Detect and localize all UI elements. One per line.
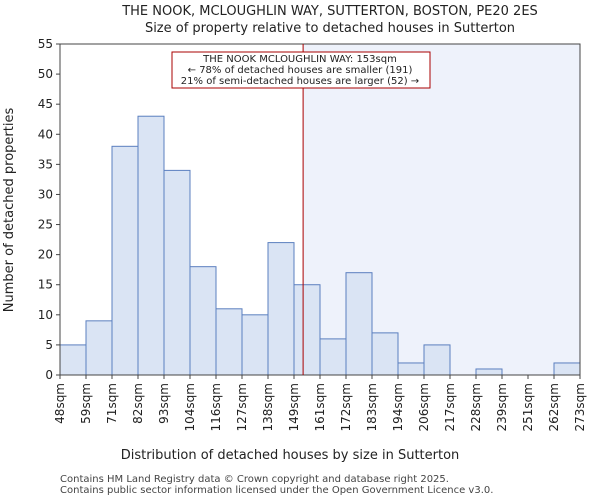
x-tick-label: 183sqm [365,383,379,431]
chart-title: THE NOOK, MCLOUGHLIN WAY, SUTTERTON, BOS… [121,4,538,19]
x-tick-label: 48sqm [53,383,67,424]
x-tick-label: 116sqm [209,383,223,431]
x-tick-label: 59sqm [79,383,93,424]
y-tick-label: 0 [45,368,53,382]
x-tick-label: 228sqm [469,383,483,431]
x-tick-label: 172sqm [339,383,353,431]
y-tick-label: 40 [38,127,53,141]
x-tick-label: 138sqm [261,383,275,431]
x-tick-label: 273sqm [573,383,587,431]
bar-183sqm [371,332,399,376]
y-tick-label: 20 [38,248,53,262]
y-tick-label: 35 [38,157,53,171]
y-tick-label: 45 [38,97,53,111]
bar-82sqm [137,115,165,376]
x-tick-label: 194sqm [391,383,405,431]
x-tick-label: 82sqm [131,383,145,424]
bar-138sqm [267,242,295,376]
bar-262sqm [553,362,581,376]
x-tick-label: 217sqm [443,383,457,431]
x-tick-label: 104sqm [183,383,197,431]
bars-group [59,115,581,376]
x-tick-label: 93sqm [157,383,171,424]
x-tick-label: 149sqm [287,383,301,431]
annotation-line-2: ← 78% of detached houses are smaller (19… [188,65,413,76]
x-tick-label: 262sqm [547,383,561,431]
footer-credit-1: Contains HM Land Registry data © Crown c… [60,474,449,485]
y-axis-ticks: 0 5 10 15 20 25 30 35 40 45 50 55 [38,37,60,382]
y-tick-label: 5 [45,338,53,352]
annotation-line-3: 21% of semi-detached houses are larger (… [181,76,419,87]
annotation-frame [171,51,431,89]
bar-172sqm [345,272,373,376]
x-tick-label: 251sqm [521,383,535,431]
x-tick-label: 239sqm [495,383,509,431]
bar-116sqm [215,308,243,376]
footer-credit-2: Contains public sector information licen… [60,485,494,496]
bar-194sqm [397,362,425,376]
y-tick-label: 15 [38,278,53,292]
bar-59sqm [85,320,113,376]
bar-104sqm [189,266,217,376]
annotation-box: THE NOOK MCLOUGHLIN WAY: 153sqm ← 78% of… [171,51,431,89]
x-axis-ticks: 48sqm 59sqm 71sqm 82sqm 93sqm 104sqm 116sqm 127… [53,375,587,431]
x-tick-label: 127sqm [235,383,249,431]
y-tick-label: 30 [38,187,53,201]
bar-149sqm [293,284,321,376]
x-tick-label: 71sqm [105,383,119,424]
bar-161sqm [319,338,347,376]
bar-206sqm [423,344,451,376]
chart-subtitle: Size of property relative to detached ho… [145,21,515,36]
x-axis-label: Distribution of detached houses by size … [121,448,460,463]
histogram-chart: THE NOOK, MCLOUGHLIN WAY, SUTTERTON, BOS… [2,4,587,463]
bar-127sqm [241,314,269,376]
y-tick-label: 50 [38,67,53,81]
y-tick-label: 10 [38,308,53,322]
above-subject-region [303,44,580,375]
x-tick-label: 161sqm [313,383,327,431]
y-axis-label: Number of detached properties [2,108,17,313]
bar-48sqm [59,344,87,376]
y-tick-label: 25 [38,218,53,232]
y-tick-label: 55 [38,37,53,51]
bar-93sqm [163,169,191,376]
annotation-line-1: THE NOOK MCLOUGHLIN WAY: 153sqm [202,54,397,65]
x-tick-label: 206sqm [417,383,431,431]
bar-228sqm [475,368,503,376]
bar-71sqm [111,145,139,376]
